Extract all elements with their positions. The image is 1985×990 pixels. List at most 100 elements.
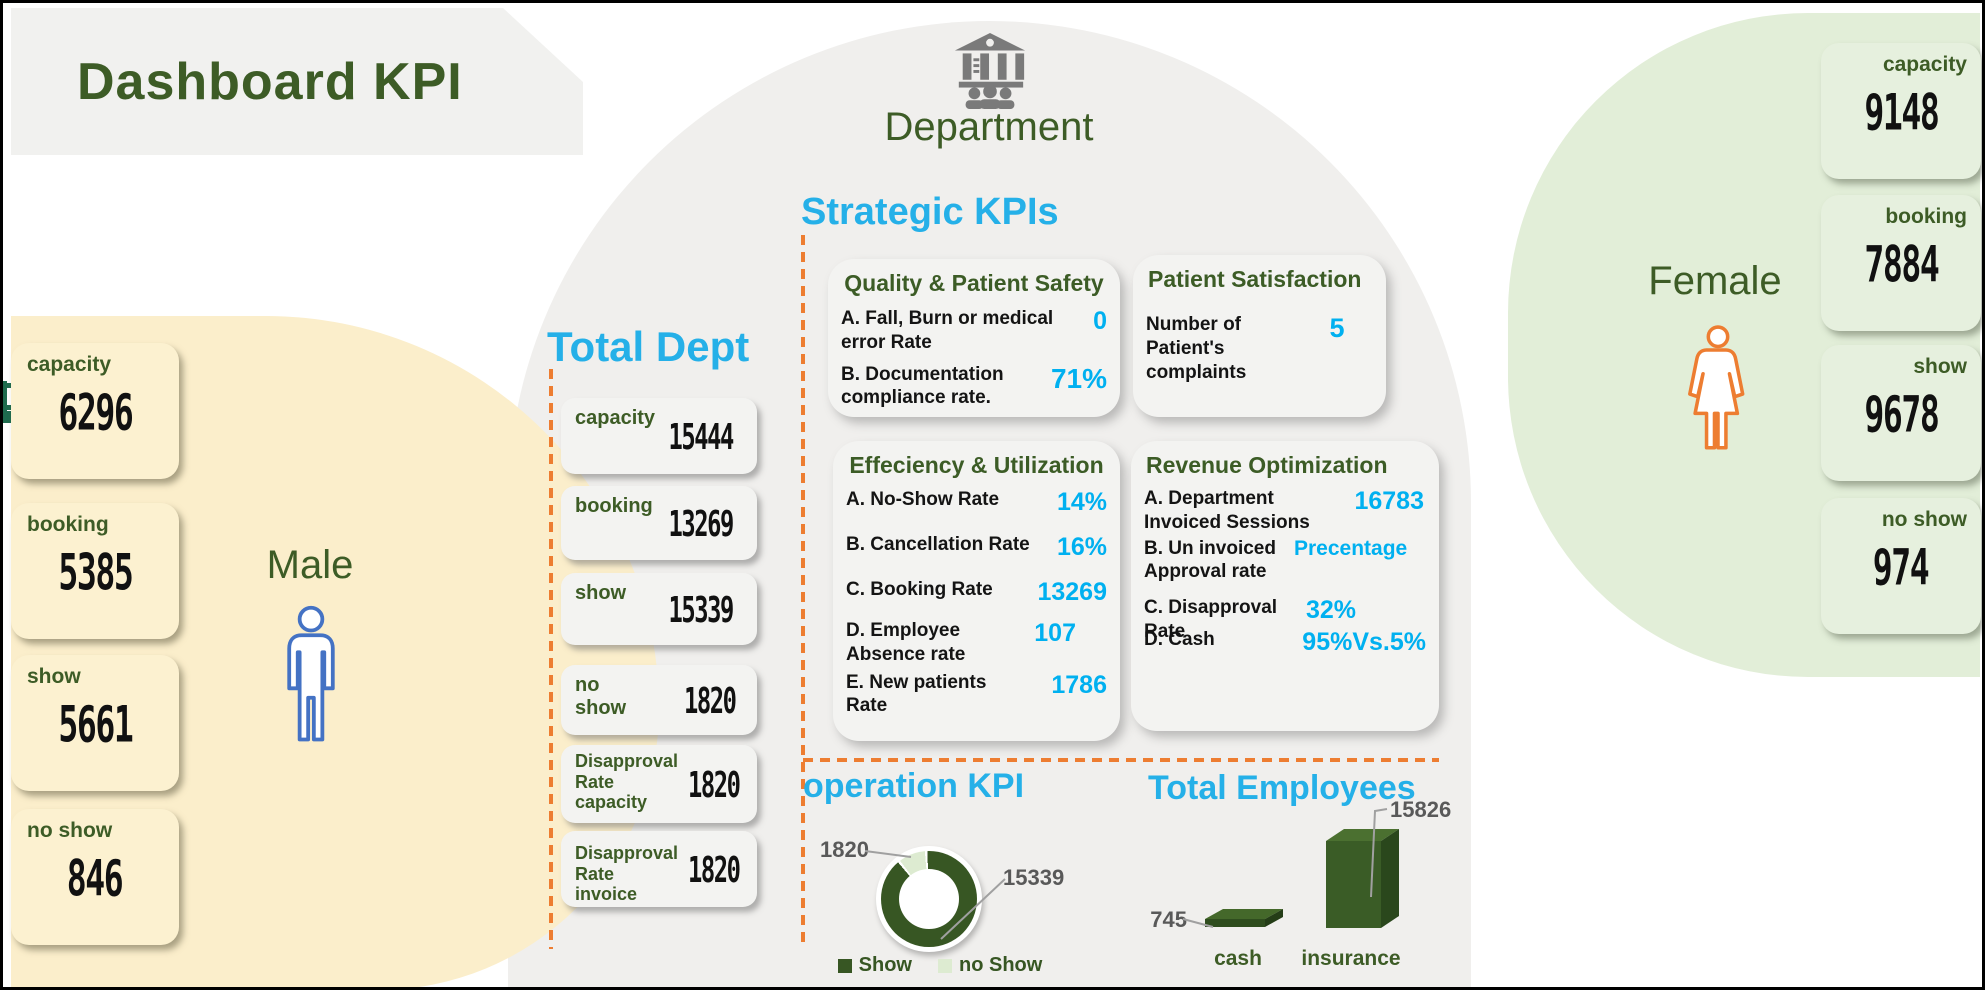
- department-heading: Department: [884, 105, 1094, 149]
- strategic-kpis-heading: Strategic KPIs: [801, 191, 1059, 233]
- kpi-value: 1786: [1051, 670, 1107, 699]
- kpi-value: 95%Vs.5%: [1302, 627, 1426, 656]
- chart-leader-lines: [864, 808, 1388, 940]
- kpi-label: A. Fall, Burn or medical error Rate: [841, 308, 1054, 353]
- donut-legend: Show no Show: [815, 954, 1065, 977]
- kpi-value: 13269: [1037, 578, 1107, 606]
- card-label: show: [1913, 355, 1967, 378]
- card-label: no show: [27, 819, 113, 842]
- card-label: Disapproval Rate capacity: [575, 751, 679, 813]
- card-value: 7884: [1863, 234, 1939, 294]
- card-label: no show: [1881, 508, 1967, 531]
- card-label: booking: [1885, 205, 1967, 228]
- card-label: booking: [575, 495, 653, 517]
- female-person-icon: [1688, 325, 1745, 450]
- dept-disapproval-invoice-card: Disapproval Rate invoice 1820: [561, 831, 757, 907]
- card-value: 9678: [1863, 384, 1939, 444]
- legend-label: Show: [858, 954, 912, 976]
- kpi-label: B. Cancellation Rate: [846, 534, 1030, 555]
- dept-show-card: show 15339: [561, 573, 757, 645]
- card-value: 13269: [668, 501, 734, 545]
- male-capacity-card: capacity 6296: [11, 343, 179, 479]
- card-label: capacity: [1882, 53, 1967, 76]
- dashed-guide-horizontal: [803, 758, 1439, 762]
- kpi-label: D. Cash: [1144, 628, 1215, 650]
- patient-satisfaction-card: Patient Satisfaction Number of Patient's…: [1133, 255, 1386, 417]
- kpi-value: 32%: [1305, 596, 1356, 624]
- kpi-value: 14%: [1056, 488, 1107, 516]
- card-label: capacity: [575, 407, 656, 429]
- card-value: 5385: [57, 542, 133, 602]
- female-noshow-card: no show 974: [1821, 498, 1981, 634]
- male-noshow-card: no show 846: [11, 809, 179, 945]
- legend-swatch-noshow: [938, 958, 952, 973]
- card-value: 5661: [57, 694, 133, 754]
- revenue-optimization-card: Revenue Optimization A. Department Invoi…: [1131, 441, 1439, 731]
- dept-noshow-card: no show 1820: [561, 665, 757, 735]
- donut-noshow-label: 1820: [820, 837, 869, 862]
- card-value: 15339: [668, 587, 734, 631]
- employees-bar-chart: [1205, 829, 1399, 928]
- donut-hole: [899, 869, 959, 929]
- kpi-label: A. Department Invoiced Sessions: [1144, 488, 1310, 533]
- kpi-card-title: Effeciency & Utilization: [849, 452, 1104, 478]
- male-booking-card: booking 5385: [11, 503, 179, 639]
- dashed-guide-left: [549, 369, 553, 949]
- card-value: 9148: [1863, 82, 1939, 142]
- male-show-card: show 5661: [11, 655, 179, 791]
- edge-marker-tick-bottom: [3, 405, 18, 410]
- edge-marker-tick-top: [3, 383, 18, 388]
- kpi-label: D. Employee Absence rate: [846, 620, 966, 665]
- operation-kpi-heading: operation KPI: [803, 767, 1025, 805]
- dept-capacity-card: capacity 15444: [561, 398, 757, 474]
- kpi-card-title: Revenue Optimization: [1146, 452, 1388, 478]
- legend-label: no Show: [959, 954, 1043, 976]
- card-value: 1820: [683, 678, 737, 722]
- card-label: booking: [27, 513, 109, 536]
- kpi-card-title: Patient Satisfaction: [1148, 266, 1362, 292]
- page-title: Dashboard KPI: [77, 52, 463, 111]
- bar-axis-insurance: insurance: [1301, 947, 1401, 970]
- kpi-label: B. Un invoiced Approval rate: [1144, 537, 1276, 583]
- kpi-label: C. Disapproval Rate: [1144, 597, 1278, 642]
- female-show-card: show 9678: [1821, 345, 1981, 481]
- kpi-label: E. New patients Rate: [846, 671, 987, 717]
- kpi-value: Precentage: [1294, 536, 1408, 560]
- kpi-value: 0: [1093, 307, 1107, 335]
- bar-insurance-label: 15826: [1390, 797, 1452, 822]
- card-value: 1820: [688, 847, 741, 891]
- dept-booking-card: booking 13269: [561, 486, 757, 560]
- card-value: 1820: [688, 762, 741, 806]
- donut-show-label: 15339: [1003, 865, 1065, 890]
- quality-patient-safety-card: Quality & Patient Safety A. Fall, Burn o…: [828, 259, 1120, 417]
- card-value: 6296: [57, 382, 133, 442]
- male-person-icon: [287, 605, 335, 742]
- card-value: 15444: [668, 414, 734, 458]
- card-label: show: [27, 665, 81, 688]
- kpi-value: 107: [1034, 619, 1076, 647]
- title-banner: Dashboard KPI: [11, 8, 583, 155]
- kpi-value: 5: [1329, 313, 1345, 343]
- legend-swatch-show: [837, 958, 852, 973]
- legend-item-noshow: no Show: [938, 954, 1042, 977]
- kpi-value: 16%: [1056, 533, 1107, 561]
- bar-cash-label: 745: [1150, 907, 1187, 932]
- bar-axis-cash: cash: [1214, 947, 1262, 970]
- kpi-value: 71%: [1050, 362, 1107, 394]
- edge-marker: [3, 381, 7, 421]
- card-label: no show: [575, 674, 627, 719]
- dashed-guide-center: [801, 235, 805, 949]
- institution-icon: [954, 32, 1026, 109]
- female-capacity-card: capacity 9148: [1821, 43, 1981, 179]
- kpi-label: B. Documentation compliance rate.: [841, 363, 1004, 409]
- efficiency-utilization-card: Effeciency & Utilization A. No-Show Rate…: [833, 441, 1120, 741]
- female-booking-card: booking 7884: [1821, 195, 1981, 331]
- kpi-label: A. No-Show Rate: [846, 489, 1000, 510]
- legend-item-show: Show: [837, 954, 912, 977]
- kpi-card-title: Quality & Patient Safety: [844, 270, 1104, 296]
- card-label: show: [575, 582, 627, 604]
- female-heading: Female: [1648, 259, 1782, 303]
- total-dept-heading: Total Dept: [547, 323, 750, 370]
- kpi-label: C. Booking Rate: [846, 579, 993, 600]
